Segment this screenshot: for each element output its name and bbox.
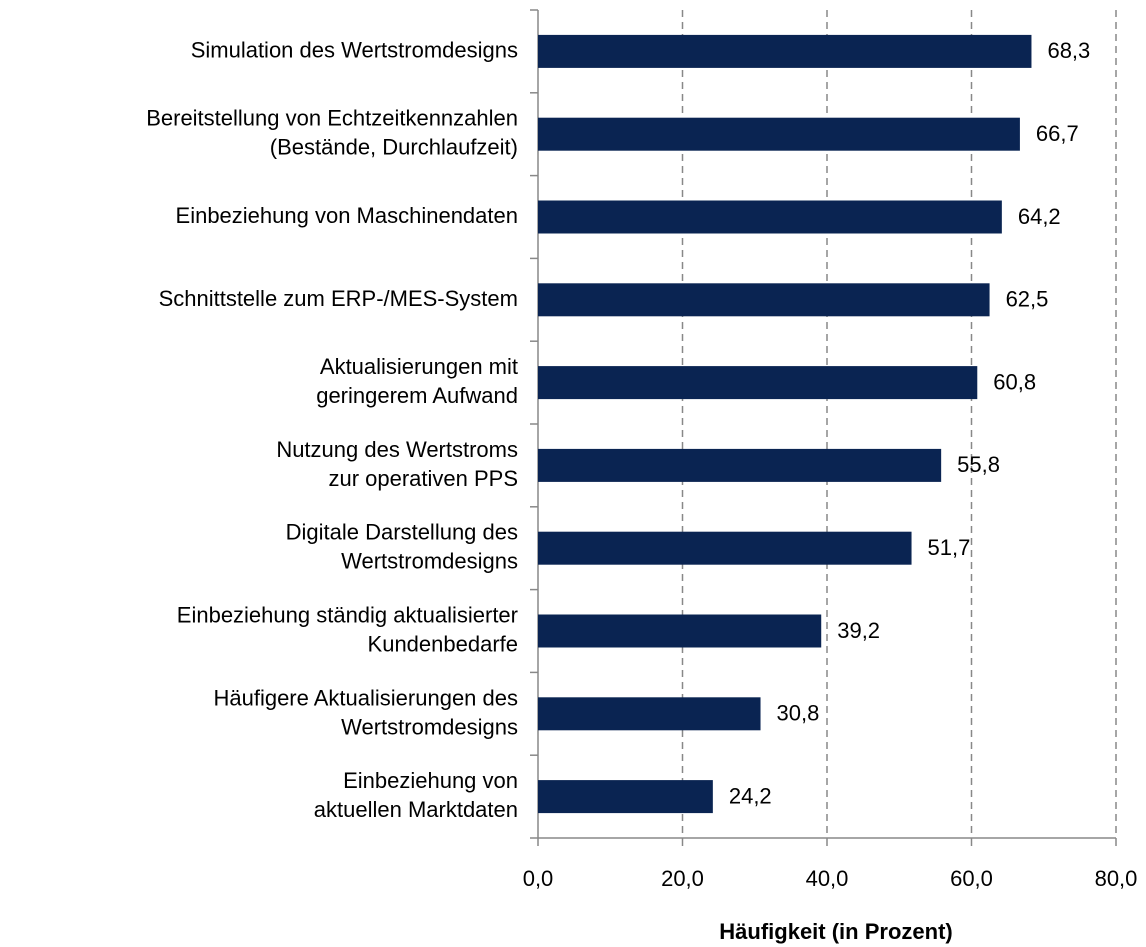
y-tick-label: Einbeziehung ständig aktualisierter Kunde… [177,602,518,656]
x-tick-label: 80,0 [1095,866,1138,891]
x-tick-label: 40,0 [806,866,849,891]
bar [538,34,1032,68]
data-label: 24,2 [729,783,772,808]
bar [538,117,1020,151]
bar [538,697,761,731]
data-label: 64,2 [1018,204,1061,229]
data-label: 39,2 [837,618,880,643]
data-label: 62,5 [1006,287,1049,312]
bar [538,283,990,317]
data-label: 68,3 [1047,38,1090,63]
x-axis-label: Häufigkeit (in Prozent) [719,919,952,944]
bar [538,448,942,482]
x-tick-label: 0,0 [523,866,554,891]
y-tick-label: Digitale Darstellung des Wertstromdesigns [286,520,518,574]
y-tick-label: Schnittstelle zum ERP-/MES-System [159,286,518,311]
data-label: 60,8 [993,369,1036,394]
y-tick-label: Aktualisierungen mit geringerem Aufwand [316,354,518,408]
data-label: 30,8 [777,701,820,726]
bar [538,614,822,648]
data-label: 55,8 [957,452,1000,477]
y-tick-label: Simulation des Wertstromdesigns [191,37,518,62]
y-tick-label: Nutzung des Wertstroms zur operativen PPS [276,437,518,491]
y-tick-label: Bereitstellung von Echtzeitkennzahlen (Be… [146,106,518,160]
bar [538,780,713,814]
x-tick-label: 60,0 [950,866,993,891]
data-label: 51,7 [928,535,971,560]
y-tick-label: Einbeziehung von Maschinendaten [176,203,518,228]
data-label: 66,7 [1036,121,1079,146]
bar [538,200,1002,234]
bar [538,531,912,565]
bar [538,366,978,400]
x-tick-label: 20,0 [661,866,704,891]
y-tick-label: Häufigere Aktualisierungen des Wertstromd… [213,685,518,739]
y-tick-label: Einbeziehung von aktuellen Marktdaten [314,768,518,822]
